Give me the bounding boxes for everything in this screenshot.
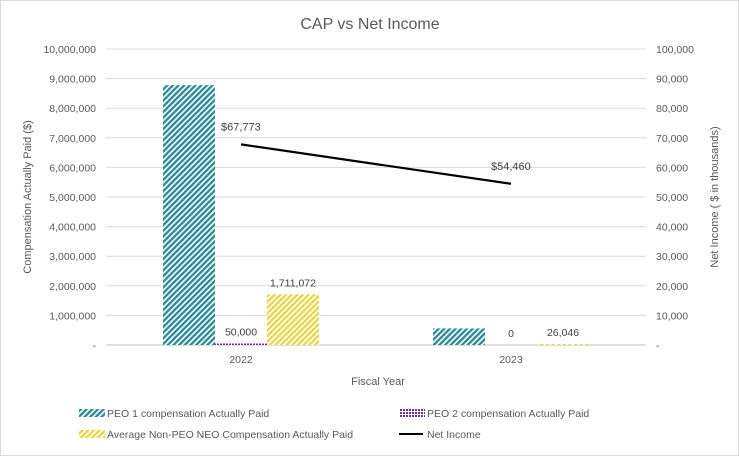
- y2-axis-ticks: - 10,000 20,000 30,000 40,000 50,000 60,000 70,…: [656, 44, 694, 352]
- y-tick-label: 5,000,000: [49, 192, 96, 204]
- y-tick-label: 7,000,000: [49, 133, 96, 145]
- legend-label-3: Net Income: [427, 429, 481, 441]
- y-tick-label: 3,000,000: [49, 251, 96, 263]
- y2-tick-label: 30,000: [656, 251, 688, 263]
- line-data-label: $67,773: [221, 121, 261, 133]
- bar-1-0: [215, 344, 267, 345]
- y-tick-label: 2,000,000: [49, 281, 96, 293]
- y2-tick-label: 70,000: [656, 133, 688, 145]
- x-tick-label: 2023: [499, 354, 523, 366]
- bar-data-label: 0: [508, 328, 514, 340]
- net-income-line: [241, 144, 511, 184]
- chart-title: CAP vs Net Income: [300, 16, 439, 33]
- legend-swatch-0: [79, 409, 105, 417]
- y2-tick-label: 40,000: [656, 222, 688, 234]
- y2-tick-label: 50,000: [656, 192, 688, 204]
- bar-data-label: 1,711,072: [270, 277, 316, 289]
- y2-tick-label: 60,000: [656, 162, 688, 174]
- y-tick-label: 4,000,000: [49, 222, 96, 234]
- y-tick-label: 6,000,000: [49, 162, 96, 174]
- x-axis-ticks: 2022 2023: [229, 354, 523, 366]
- y2-tick-label: 10,000: [656, 310, 688, 322]
- net-income-line-path: [241, 144, 511, 183]
- bar-2-1: [537, 344, 589, 345]
- line-data-label: $54,460: [491, 161, 531, 173]
- y-tick-label: -: [93, 340, 97, 352]
- y-tick-label: 1,000,000: [49, 310, 96, 322]
- legend: PEO 1 compensation Actually Paid PEO 2 co…: [79, 408, 589, 441]
- bar-0-1: [433, 328, 485, 345]
- y2-tick-label: 20,000: [656, 281, 688, 293]
- y-axis-ticks: - 1,000,000 2,000,000 3,000,000 4,000,000 5,0…: [43, 44, 96, 352]
- y-axis-label: Compensation Actually Paid ($): [22, 120, 34, 273]
- legend-swatch-1: [399, 409, 425, 417]
- legend-label-0: PEO 1 compensation Actually Paid: [107, 408, 269, 420]
- bar-data-label: 26,046: [547, 327, 579, 339]
- bar-data-label: 50,000: [225, 327, 257, 339]
- bar-2-0: [267, 294, 319, 345]
- y2-tick-label: 100,000: [656, 44, 694, 56]
- legend-label-2: Average Non-PEO NEO Compensation Actuall…: [107, 429, 353, 441]
- legend-label-1: PEO 2 compensation Actually Paid: [427, 408, 589, 420]
- y2-axis-label: Net Income ( $ in thousands): [709, 126, 721, 267]
- y2-tick-label: 80,000: [656, 103, 688, 115]
- legend-swatch-2: [79, 430, 105, 438]
- x-axis-label: Fiscal Year: [351, 376, 405, 388]
- bar-0-0: [163, 85, 215, 345]
- y-tick-label: 10,000,000: [43, 44, 96, 56]
- y2-tick-label: -: [656, 340, 660, 352]
- y2-tick-label: 90,000: [656, 74, 688, 86]
- y-tick-label: 8,000,000: [49, 103, 96, 115]
- x-tick-label: 2022: [229, 354, 253, 366]
- y-tick-label: 9,000,000: [49, 74, 96, 86]
